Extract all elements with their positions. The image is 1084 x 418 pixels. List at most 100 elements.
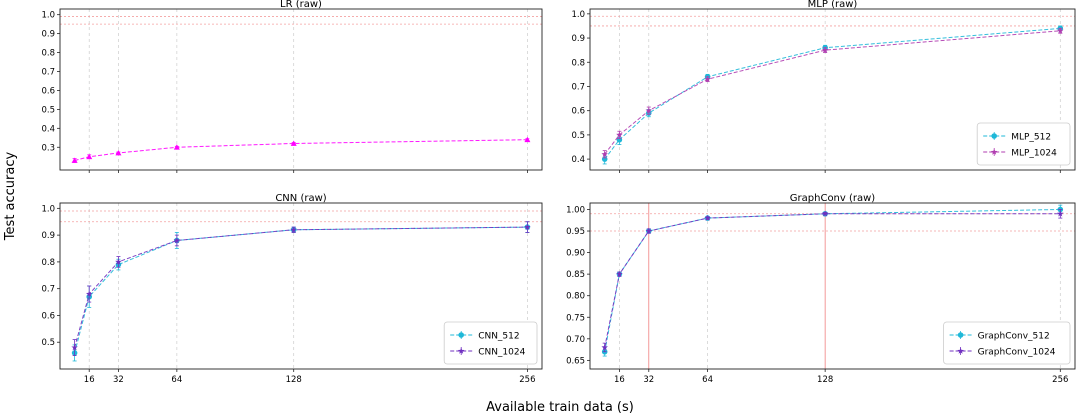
y-tick-label: 0.6	[571, 107, 585, 117]
data-point	[601, 150, 608, 158]
series-2	[601, 27, 1064, 159]
y-tick-label: 0.9	[571, 34, 585, 44]
y-tick-label: 0.5	[571, 131, 585, 141]
y-tick-label: 0.7	[41, 285, 55, 295]
data-point	[704, 75, 711, 82]
y-tick-label: 0.4	[571, 155, 585, 165]
y-tick-label: 0.8	[41, 49, 55, 59]
data-point	[616, 270, 623, 277]
data-point	[290, 140, 297, 146]
plot-frame	[589, 202, 1076, 370]
plot-frame	[59, 8, 543, 171]
data-point	[115, 149, 122, 156]
legend-marker	[991, 133, 998, 139]
data-point	[115, 258, 122, 265]
legend-label: CNN_1024	[478, 348, 525, 358]
data-point	[173, 144, 180, 150]
data-point	[821, 46, 829, 53]
data-point	[616, 131, 623, 138]
y-tick-label: 1.0	[41, 11, 55, 21]
y-tick-label: 0.9	[41, 30, 55, 40]
data-point	[71, 157, 78, 163]
y-tick-label: 0.85	[566, 270, 585, 280]
data-point	[524, 223, 531, 230]
legend-label: MLP_1024	[1011, 149, 1057, 159]
y-tick-label: 0.8	[41, 258, 55, 268]
legend-box	[443, 321, 538, 365]
data-point	[85, 290, 93, 297]
y-tick-label: 0.3	[41, 143, 55, 153]
x-tick-label: 128	[817, 375, 833, 385]
chart-panel-3: CNN (raw) 0.5 0.6 0.7 0.8 0.9 1.0 16 32 64 128 256 C…	[41, 193, 543, 385]
x-tick-label: 128	[286, 375, 302, 385]
data-point	[1057, 210, 1064, 217]
legend-box	[943, 321, 1071, 365]
y-tick-label: 0.90	[566, 249, 585, 259]
data-point	[71, 344, 78, 351]
data-point	[645, 107, 653, 114]
plot-frame	[59, 202, 543, 370]
series-line	[604, 208, 1061, 352]
data-point	[173, 237, 181, 244]
y-tick-label: 0.9	[41, 231, 55, 241]
y-tick-label: 0.7	[41, 68, 55, 78]
y-tick-label: 0.6	[41, 311, 55, 321]
legend-label: CNN_512	[478, 332, 519, 342]
chart-title: CNN (raw)	[275, 193, 326, 204]
legend-marker	[990, 148, 998, 155]
figure-xlabel: Available train data (s)	[486, 400, 634, 415]
chart-panel-2: MLP (raw)0.40.50.60.70.80.91.0MLP_512MLP…	[571, 0, 1076, 173]
series-1	[71, 136, 531, 163]
y-tick-label: 0.5	[41, 338, 55, 348]
legend-marker	[457, 347, 465, 354]
legend-label: GraphConv_1024	[978, 348, 1056, 358]
legend-marker	[957, 332, 964, 338]
data-point	[601, 344, 608, 351]
legend-marker	[957, 347, 964, 354]
series-line	[74, 139, 528, 162]
y-tick-label: 0.65	[566, 356, 585, 366]
data-point	[1057, 27, 1064, 34]
data-point	[524, 136, 531, 143]
series-line	[604, 30, 1061, 155]
chart-panel-1: LR (raw) 0.3 0.4 0.5 0.6 0.7 0.8 0.9 1.0	[41, 0, 543, 173]
legend: GraphConv_512 GraphConv_1024	[943, 321, 1071, 365]
data-point	[86, 153, 93, 160]
series-line	[74, 226, 528, 354]
data-point	[821, 210, 829, 217]
data-point	[645, 227, 653, 234]
y-tick-label: 0.7	[571, 82, 585, 92]
legend: MLP_512 MLP_1024	[976, 122, 1071, 166]
legend-label: GraphConv_512	[978, 332, 1050, 342]
y-tick-label: 1.00	[566, 205, 585, 215]
y-tick-label: 1.0	[571, 10, 585, 20]
x-tick-label: 256	[1052, 375, 1068, 385]
legend-box	[976, 122, 1071, 166]
x-tick-label: 16	[614, 375, 625, 385]
x-tick-label: 64	[702, 375, 713, 385]
y-tick-label: 0.5	[41, 105, 55, 115]
chart-panel-4: GraphConv (raw) 0.65 0.70 0.75 0.80 0.85 0.90 0…	[566, 193, 1076, 385]
series-line	[604, 213, 1061, 348]
series-2	[71, 221, 531, 357]
legend-label: MLP_512	[1011, 133, 1051, 143]
legend: CNN_512 CNN_1024	[443, 321, 538, 365]
series-line	[604, 27, 1061, 160]
series-2	[601, 209, 1064, 353]
y-tick-label: 0.70	[566, 335, 585, 345]
y-tick-label: 0.95	[566, 227, 585, 237]
y-tick-label: 1.0	[41, 204, 55, 214]
y-tick-label: 0.80	[566, 292, 585, 302]
y-tick-label: 0.6	[41, 86, 55, 96]
x-tick-label: 256	[519, 375, 535, 385]
x-tick-label: 16	[84, 375, 95, 385]
chart-title: MLP (raw)	[808, 0, 858, 10]
legend-marker	[458, 332, 465, 338]
data-point	[704, 214, 711, 221]
data-point	[290, 226, 297, 233]
x-tick-label: 64	[171, 375, 182, 385]
y-tick-label: 0.8	[571, 58, 585, 68]
figure-ylabel: Test accuracy	[3, 152, 18, 242]
chart-title: LR (raw)	[280, 0, 322, 10]
